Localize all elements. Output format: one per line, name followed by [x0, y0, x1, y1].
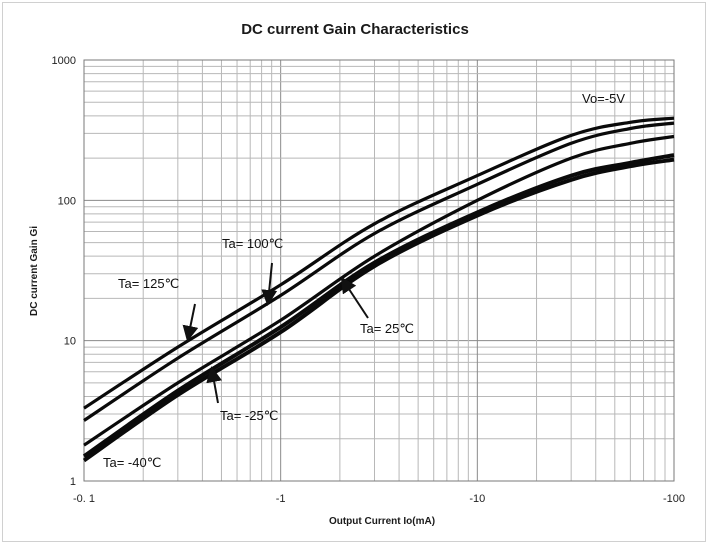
- annotation-arrow: [206, 366, 223, 404]
- series-lines: [82, 116, 675, 463]
- x-tick-label: -100: [663, 493, 685, 505]
- y-axis-label: DC current Gain Gi: [29, 226, 40, 316]
- series-label: Ta= -25℃: [220, 408, 278, 423]
- annotations: Ta= 125℃ Ta= 100℃ Ta= 25℃ Ta= -25℃ Ta= -40℃ V…: [103, 91, 625, 470]
- x-tick-label: -10: [469, 493, 485, 505]
- series-line: [83, 121, 675, 422]
- condition-label: Vo=-5V: [582, 91, 625, 106]
- series-line: [83, 116, 675, 410]
- x-axis-label: Output Current Io(mA): [329, 516, 435, 527]
- series-label: Ta= -40℃: [103, 455, 161, 470]
- x-tick-label: -1: [276, 493, 286, 505]
- y-tick-label: 10: [64, 336, 76, 348]
- series-line: [82, 153, 675, 458]
- series-line: [82, 157, 675, 463]
- annotation-arrow: [182, 303, 199, 342]
- plot-border: [83, 59, 675, 482]
- annotation-arrow: [340, 276, 369, 319]
- annotation-arrow: [261, 262, 278, 306]
- series-line: [83, 134, 675, 447]
- series-label: Ta= 100℃: [222, 236, 283, 251]
- series-label: Ta= 125℃: [118, 276, 179, 291]
- y-tick-label: 1: [70, 476, 76, 488]
- x-tick-label: -0. 1: [73, 493, 95, 505]
- tick-labels: -0. 1 -1 -10 -100 1 10 100 1000: [52, 55, 686, 505]
- y-tick-label: 100: [58, 195, 76, 207]
- series-label: Ta= 25℃: [360, 321, 414, 336]
- y-tick-label: 1000: [52, 55, 76, 67]
- grid: [83, 60, 674, 482]
- chart-title: DC current Gain Characteristics: [241, 21, 469, 38]
